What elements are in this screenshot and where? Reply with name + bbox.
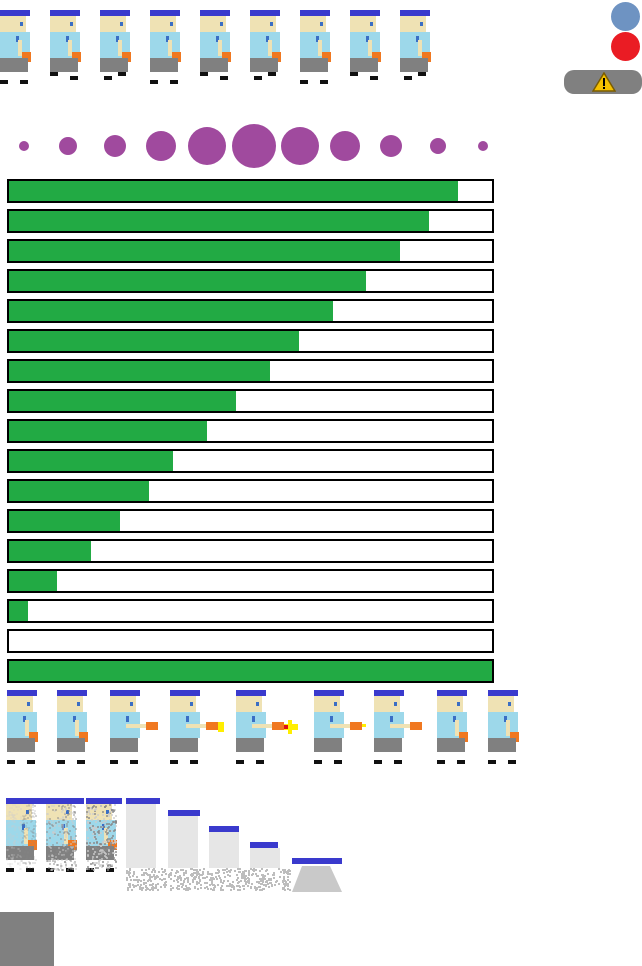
pulse-dot-1 (19, 141, 29, 151)
walk-frame-2 (50, 10, 81, 80)
health-bar-2 (7, 209, 494, 233)
shoot-frame-9 (488, 690, 519, 764)
pulse-dot-2 (59, 137, 77, 155)
dissolve-frame-2 (46, 798, 84, 872)
health-bar-fill (9, 601, 29, 621)
health-bar-15 (7, 599, 494, 623)
shoot-frame-4 (170, 690, 224, 764)
health-bar-fill (9, 331, 299, 351)
health-bar-8 (7, 389, 494, 413)
pulse-dot-6 (232, 124, 276, 168)
health-bar-12 (7, 509, 494, 533)
shoot-frame-1 (7, 690, 38, 764)
pulse-dot-7 (281, 127, 319, 165)
dissolve-frame-1 (6, 798, 46, 872)
dissolve-frame-4 (126, 798, 167, 891)
walk-frame-9 (400, 10, 431, 80)
pulse-dot-8 (330, 131, 360, 161)
dissolve-frame-6 (209, 826, 250, 891)
walk-frame-8 (350, 10, 381, 80)
blue-circle-icon[interactable] (611, 2, 640, 31)
walk-frame-6 (250, 10, 281, 80)
pulse-dot-10 (430, 138, 446, 154)
health-bar-fill (9, 241, 401, 261)
dissolve-frame-3 (86, 798, 122, 872)
health-bar-13 (7, 539, 494, 563)
health-bar-fill (9, 391, 236, 411)
shoot-frame-2 (57, 690, 88, 764)
health-bar-fill (9, 421, 208, 441)
dissolve-frame-8 (292, 858, 342, 892)
health-bar-fill (9, 661, 492, 681)
red-circle-icon[interactable] (611, 32, 640, 61)
walk-frame-7 (300, 10, 331, 84)
health-bar-17 (7, 659, 494, 683)
health-bar-14 (7, 569, 494, 593)
health-bar-fill (9, 211, 430, 231)
health-bar-fill (9, 481, 150, 501)
dissolve-frame-5 (168, 810, 209, 891)
gray-tile (0, 912, 54, 966)
health-bar-fill (9, 301, 333, 321)
walk-frame-1 (0, 10, 31, 84)
health-bar-fill (9, 451, 174, 471)
pulse-dot-11 (478, 141, 488, 151)
health-bar-10 (7, 449, 494, 473)
health-bar-11 (7, 479, 494, 503)
health-bar-fill (9, 571, 58, 591)
pulse-dot-9 (380, 135, 402, 157)
walk-frame-5 (200, 10, 231, 80)
shoot-frame-8 (437, 690, 468, 764)
dissolve-frame-7 (250, 842, 291, 891)
pulse-dot-4 (146, 131, 176, 161)
health-bar-1 (7, 179, 494, 203)
walk-frame-4 (150, 10, 181, 84)
walk-frame-3 (100, 10, 131, 80)
health-bar-7 (7, 359, 494, 383)
health-bar-fill (9, 361, 270, 381)
health-bar-fill (9, 511, 121, 531)
health-bar-fill (9, 181, 459, 201)
shoot-frame-3 (110, 690, 158, 764)
health-bar-6 (7, 329, 494, 353)
shoot-frame-6 (314, 690, 366, 764)
health-bar-3 (7, 239, 494, 263)
shoot-frame-7 (374, 690, 422, 764)
health-bar-9 (7, 419, 494, 443)
warning-button[interactable] (564, 70, 642, 94)
health-bar-5 (7, 299, 494, 323)
shoot-frame-5 (236, 690, 298, 764)
health-bar-fill (9, 541, 92, 561)
pulse-dot-5 (188, 127, 226, 165)
health-bar-16 (7, 629, 494, 653)
pulse-dot-3 (104, 135, 126, 157)
warning-triangle-icon (592, 72, 616, 92)
health-bar-fill (9, 271, 367, 291)
health-bar-4 (7, 269, 494, 293)
